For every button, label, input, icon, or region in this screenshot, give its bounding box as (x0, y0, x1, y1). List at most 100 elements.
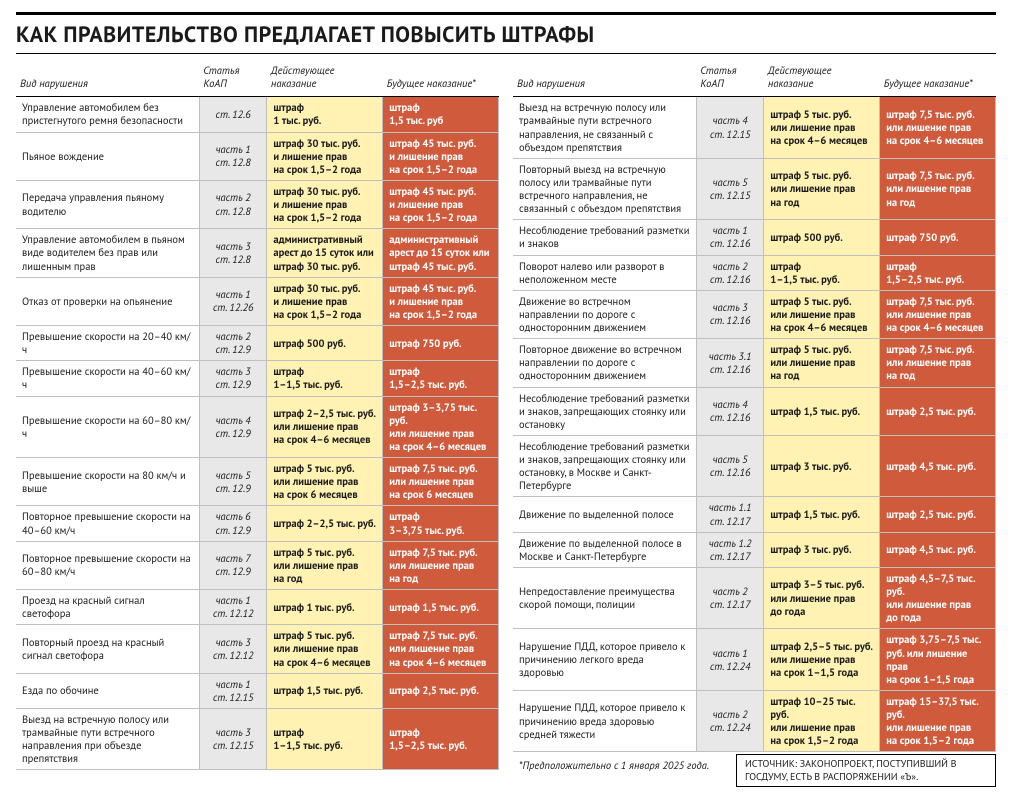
cell-current-penalty: административный арест до 15 суток или ш… (267, 229, 383, 277)
cell-current-penalty: штраф 30 тыс. руб.и лишение правна срок … (267, 180, 383, 228)
table-row: Несоблюдение требований разметки и знако… (513, 387, 996, 435)
cell-article: часть 3.1ст. 12.16 (696, 339, 764, 387)
cell-article: часть 3ст. 12.16 (696, 290, 764, 338)
cell-violation: Пьяное вождение (16, 132, 199, 180)
cell-violation: Превышение скорости на 60–80 км/ч (16, 396, 199, 458)
table-row: Нарушение ПДД, которое привело к причине… (513, 629, 996, 691)
table-row: Повторный выезд на встречную полосу или … (513, 158, 996, 220)
cell-article: часть 1.2ст. 12.17 (696, 532, 764, 567)
cell-future-penalty: штраф 2,5 тыс. руб. (880, 387, 996, 435)
cell-violation: Управление автомобилем без пристегнутого… (16, 97, 199, 132)
cell-article: часть 4ст. 12.16 (696, 387, 764, 435)
cell-current-penalty: штраф 3 тыс. руб. (764, 435, 880, 497)
cell-future-penalty: штраф 7,5 тыс. руб.или лишение правна го… (880, 158, 996, 220)
cell-current-penalty: штраф 5 тыс. руб.или лишение правна год (267, 541, 383, 589)
table-row: Езда по обочинечасть 1ст. 12.15штраф 1,5… (16, 673, 499, 708)
cell-article: часть 6ст. 12.9 (199, 506, 267, 541)
cell-article: часть 1ст. 12.16 (696, 220, 764, 255)
cell-future-penalty: штраф 3,75–7,5 тыс.руб. или лишение прав… (880, 629, 996, 691)
cell-future-penalty: штраф 7,5 тыс. руб.или лишение правна ср… (383, 625, 499, 673)
cell-violation: Выезд на встречную полосу или трамвайные… (16, 708, 199, 770)
cell-violation: Повторный выезд на встречную полосу или … (513, 158, 696, 220)
cell-violation: Превышение скорости на 40–60 км/ч (16, 361, 199, 396)
cell-violation: Управление автомобилем в пьяном виде вод… (16, 229, 199, 277)
table-row: Повторное превышение скорости на 60–80 к… (16, 541, 499, 589)
cell-article: часть 2ст. 12.9 (199, 326, 267, 361)
cell-future-penalty: штраф 7,5 тыс. руб.или лишение правна ср… (383, 458, 499, 506)
cell-violation: Выезд на встречную полосу или трамвайные… (513, 97, 696, 159)
right-column: Вид нарушения Статья КоАП Действующее на… (513, 60, 996, 787)
cell-future-penalty: штраф 1,5 тыс. руб. (383, 590, 499, 625)
header-violation: Вид нарушения (513, 60, 696, 97)
cell-current-penalty: штраф 1,5 тыс. руб. (764, 387, 880, 435)
table-row: Превышение скорости на 60–80 км/ччасть 4… (16, 396, 499, 458)
cell-article: часть 1ст. 12.15 (199, 673, 267, 708)
cell-future-penalty: штраф1,5–2,5 тыс. руб. (383, 361, 499, 396)
cell-article: часть 1ст. 12.24 (696, 629, 764, 691)
cell-future-penalty: административный арест до 15 суток или ш… (383, 229, 499, 277)
table-row: Выезд на встречную полосу или трамвайные… (16, 708, 499, 770)
cell-current-penalty: штраф 500 руб. (267, 326, 383, 361)
cell-future-penalty: штраф1,5 тыс. руб (383, 97, 499, 132)
cell-article: ст. 12.6 (199, 97, 267, 132)
table-row: Нарушение ПДД, которое привело к причине… (513, 690, 996, 752)
cell-future-penalty: штраф 3–3,75 тыс. руб.или лишение правна… (383, 396, 499, 458)
cell-violation: Поворот налево или разворот в неположенн… (513, 255, 696, 290)
cell-future-penalty: штраф 750 руб. (880, 220, 996, 255)
cell-article: часть 2ст. 12.16 (696, 255, 764, 290)
table-row: Выезд на встречную полосу или трамвайные… (513, 97, 996, 159)
cell-future-penalty: штраф 4,5 тыс. руб. (880, 532, 996, 567)
table-row: Движение во встречном направлении по дор… (513, 290, 996, 338)
table-row: Превышение скорости на 80 км/ч и вышечас… (16, 458, 499, 506)
cell-violation: Непредоставление преимущества скорой пом… (513, 567, 696, 629)
table-row: Проезд на красный сигнал светофорачасть … (16, 590, 499, 625)
cell-article: часть 1ст. 12.26 (199, 277, 267, 325)
cell-article: часть 2ст. 12.24 (696, 690, 764, 752)
table-row: Несоблюдение требований разметки и знако… (513, 435, 996, 497)
cell-article: часть 5ст. 12.9 (199, 458, 267, 506)
footer-row: *Предположительно с 1 января 2025 года. … (513, 754, 996, 787)
cell-article: часть 1.1ст. 12.17 (696, 497, 764, 532)
cell-current-penalty: штраф1–1,5 тыс. руб. (764, 255, 880, 290)
table-row: Непредоставление преимущества скорой пом… (513, 567, 996, 629)
table-row: Поворот налево или разворот в неположенн… (513, 255, 996, 290)
cell-current-penalty: штраф 1,5 тыс. руб. (267, 673, 383, 708)
cell-violation: Превышение скорости на 20–40 км/ч (16, 326, 199, 361)
cell-current-penalty: штраф 5 тыс. руб.или лишение правна срок… (267, 625, 383, 673)
table-row: Управление автомобилем в пьяном виде вод… (16, 229, 499, 277)
cell-current-penalty: штраф 5 тыс. руб.или лишение правна год (764, 339, 880, 387)
table-row: Повторное движение во встречном направле… (513, 339, 996, 387)
cell-article: часть 2ст. 12.17 (696, 567, 764, 629)
cell-article: часть 5ст. 12.16 (696, 435, 764, 497)
header-future: Будущее наказание* (880, 60, 996, 97)
cell-current-penalty: штраф 5 тыс. руб.или лишение правна срок… (764, 97, 880, 159)
table-row: Несоблюдение требований разметки и знако… (513, 220, 996, 255)
fines-table-left: Вид нарушения Статья КоАП Действующее на… (16, 60, 499, 770)
cell-violation: Повторный проезд на красный сигнал свето… (16, 625, 199, 673)
cell-current-penalty: штраф 10–25 тыс. руб.или лишение правна … (764, 690, 880, 752)
cell-article: часть 5ст. 12.15 (696, 158, 764, 220)
cell-article: часть 3ст. 12.15 (199, 708, 267, 770)
cell-current-penalty: штраф 5 тыс. руб.или лишение правна срок… (267, 458, 383, 506)
cell-violation: Отказ от проверки на опьянение (16, 277, 199, 325)
header-violation: Вид нарушения (16, 60, 199, 97)
cell-future-penalty: штраф 2,5 тыс. руб. (383, 673, 499, 708)
cell-current-penalty: штраф1 тыс. руб. (267, 97, 383, 132)
cell-violation: Повторное превышение скорости на 40–60 к… (16, 506, 199, 541)
cell-violation: Повторное превышение скорости на 60–80 к… (16, 541, 199, 589)
left-column: Вид нарушения Статья КоАП Действующее на… (16, 60, 499, 787)
cell-current-penalty: штраф 2–2,5 тыс. руб.или лишение правна … (267, 396, 383, 458)
header-article: Статья КоАП (199, 60, 267, 97)
cell-future-penalty: штраф 45 тыс. руб.и лишение правна срок … (383, 277, 499, 325)
cell-future-penalty: штраф 7,5 тыс. руб.или лишение правна ср… (880, 290, 996, 338)
page-title: КАК ПРАВИТЕЛЬСТВО ПРЕДЛАГАЕТ ПОВЫСИТЬ ШТ… (16, 12, 996, 54)
cell-article: часть 2ст. 12.8 (199, 180, 267, 228)
cell-current-penalty: штраф 1 тыс. руб. (267, 590, 383, 625)
table-row: Управление автомобилем без пристегнутого… (16, 97, 499, 132)
cell-current-penalty: штраф1–1,5 тыс. руб. (267, 708, 383, 770)
cell-article: часть 3ст. 12.12 (199, 625, 267, 673)
cell-article: часть 3ст. 12.8 (199, 229, 267, 277)
cell-violation: Движение по выделенной полосе в Москве и… (513, 532, 696, 567)
cell-current-penalty: штраф1–1,5 тыс. руб. (267, 361, 383, 396)
cell-current-penalty: штраф 1,5 тыс. руб. (764, 497, 880, 532)
